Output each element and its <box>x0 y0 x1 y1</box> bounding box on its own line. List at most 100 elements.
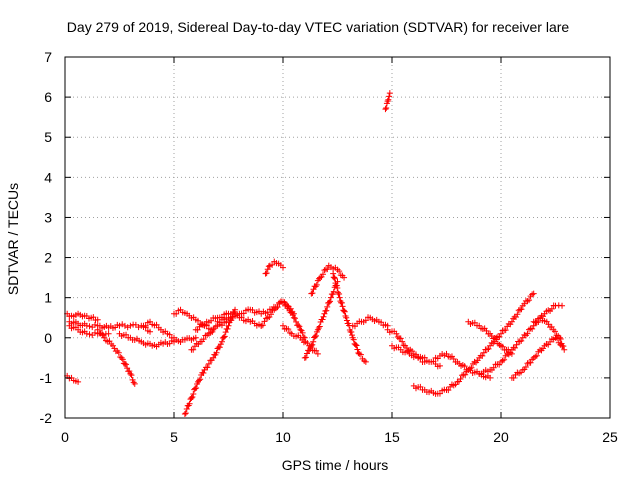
x-tick-label: 20 <box>493 429 509 445</box>
data-point <box>262 270 269 277</box>
data-point <box>479 352 486 359</box>
data-point <box>512 344 519 351</box>
data-point <box>559 302 566 309</box>
data-point <box>521 331 528 338</box>
data-point <box>527 359 534 366</box>
data-point <box>200 336 207 343</box>
data-point <box>318 273 325 280</box>
data-point <box>421 358 428 365</box>
data-point <box>332 280 339 287</box>
data-point <box>321 310 328 317</box>
data-point <box>193 384 200 391</box>
data-point <box>480 349 487 356</box>
data-point <box>334 284 341 291</box>
data-point <box>210 354 217 361</box>
data-point <box>86 323 93 330</box>
data-point <box>330 288 337 295</box>
data-point <box>445 387 452 394</box>
data-point <box>91 321 98 328</box>
data-point <box>383 104 390 111</box>
y-tick-label: 2 <box>44 250 52 266</box>
data-point <box>263 270 270 277</box>
data-point <box>181 410 188 417</box>
data-point <box>127 322 134 329</box>
data-point <box>331 275 338 282</box>
data-point <box>462 371 469 378</box>
data-point <box>284 302 291 309</box>
data-point <box>522 364 529 371</box>
data-point <box>121 322 128 329</box>
data-points <box>64 90 568 417</box>
data-point <box>324 266 331 273</box>
data-point <box>293 318 300 325</box>
data-point <box>192 385 199 392</box>
data-point <box>297 326 304 333</box>
data-point <box>83 322 90 329</box>
data-point <box>128 372 135 379</box>
data-point <box>561 346 568 353</box>
x-tick-label: 15 <box>384 429 400 445</box>
data-point <box>338 299 345 306</box>
x-tick-label: 25 <box>602 429 618 445</box>
data-point <box>75 378 82 385</box>
data-point <box>488 339 495 346</box>
data-point <box>109 342 116 349</box>
data-point <box>524 330 531 337</box>
data-point <box>321 267 328 274</box>
data-point <box>529 325 536 332</box>
data-point <box>204 364 211 371</box>
data-point <box>126 368 133 375</box>
data-point <box>288 309 295 316</box>
data-point <box>264 309 271 316</box>
data-point <box>224 325 231 332</box>
data-point <box>194 326 201 333</box>
data-point <box>556 334 563 341</box>
data-point <box>147 328 154 335</box>
data-point <box>327 298 334 305</box>
data-point <box>192 334 199 341</box>
data-point <box>515 307 522 314</box>
data-point <box>182 410 189 417</box>
data-point <box>221 333 228 340</box>
data-point <box>336 294 343 301</box>
data-point <box>331 274 338 281</box>
data-point <box>213 349 220 356</box>
axis-ticks: 0 5 10 15 20 25 -2 -1 0 1 2 3 4 5 6 7 <box>40 49 618 445</box>
data-point <box>197 376 204 383</box>
data-point <box>186 400 193 407</box>
data-point <box>385 96 392 103</box>
data-point <box>131 380 138 387</box>
data-point <box>188 394 195 401</box>
data-point <box>384 98 391 105</box>
data-point <box>386 93 393 100</box>
data-point <box>487 374 494 381</box>
data-point <box>526 297 533 304</box>
data-point <box>302 354 309 361</box>
data-point <box>560 343 567 350</box>
data-point <box>516 338 523 345</box>
y-axis-label: SDTVAR / TECUs <box>5 183 21 295</box>
data-point <box>313 281 320 288</box>
data-point <box>310 338 317 345</box>
data-point <box>532 353 539 360</box>
data-point <box>526 326 533 333</box>
data-point <box>493 336 500 343</box>
data-point <box>280 299 286 306</box>
data-point <box>290 314 297 321</box>
data-point <box>119 321 126 328</box>
data-point <box>557 335 564 342</box>
data-point <box>496 333 503 340</box>
plot-frame <box>64 56 611 419</box>
data-point <box>105 330 112 337</box>
data-point <box>483 327 490 334</box>
data-point <box>353 342 360 349</box>
data-point <box>194 317 201 324</box>
data-point <box>323 307 330 314</box>
y-tick-label: 7 <box>44 49 52 65</box>
data-point <box>216 344 223 351</box>
data-point <box>280 264 286 271</box>
data-point <box>268 311 275 318</box>
data-point <box>319 316 326 323</box>
data-point <box>341 307 348 314</box>
